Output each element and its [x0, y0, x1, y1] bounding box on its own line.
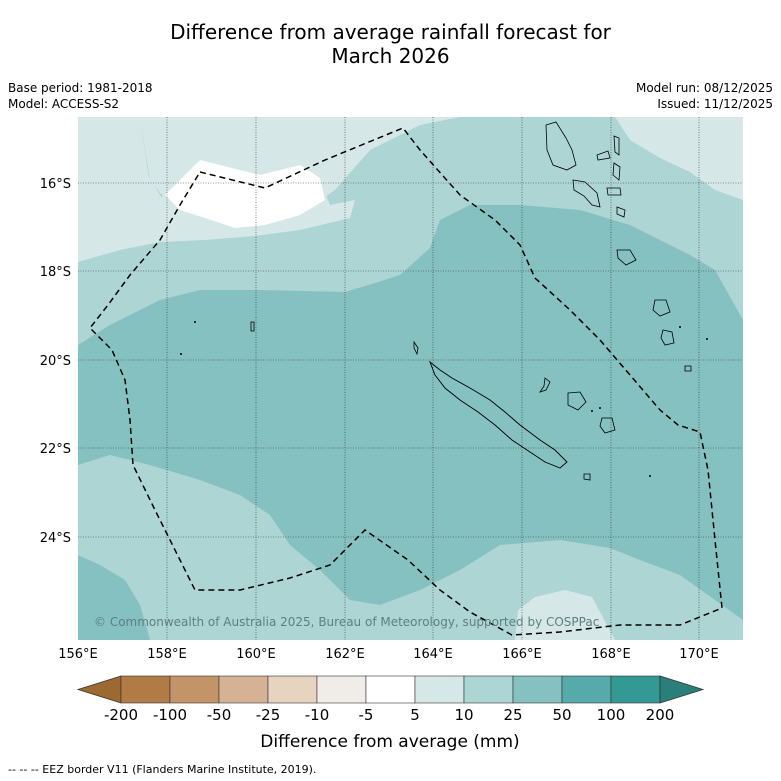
zone-5-10-west [78, 117, 240, 262]
colorbar-segment [561, 675, 612, 704]
vanuatu-espiritu-santo [545, 121, 577, 171]
colorbar-title: Difference from average (mm) [260, 732, 519, 752]
colorbar-segment [610, 675, 661, 704]
lon-label: 156°E [58, 647, 98, 662]
colorbar-segment [120, 675, 171, 704]
meta-left: Base period: 1981-2018 Model: ACCESS-S2 [8, 80, 153, 112]
loyalty-lifou [567, 391, 587, 411]
zone-25-50-southwest [78, 555, 150, 640]
colorbar-segment [316, 675, 367, 704]
vanuatu-erromango [652, 299, 671, 317]
copyright-notice: © Commonwealth of Australia 2025, Bureau… [94, 615, 599, 629]
colorbar-segment [463, 675, 514, 704]
colorbar-tick-label: -200 [104, 706, 138, 724]
colorbar-segment [267, 675, 318, 704]
vanuatu-maewo [613, 135, 620, 156]
zone-neutral-north [165, 160, 325, 228]
colorbar-tick-label: 25 [503, 706, 522, 724]
colorbar-tick-label: 50 [552, 706, 571, 724]
graticule [78, 117, 743, 640]
islet-e [649, 475, 651, 477]
vanuatu-tanna [660, 329, 675, 346]
colorbar-tick-label: 5 [410, 706, 420, 724]
issued-date: Issued: 11/12/2025 [657, 97, 773, 111]
lat-labels: 16°S 18°S 20°S 22°S 24°S [40, 177, 71, 546]
colorbar-ticks: -200 -100 -50 -25 -10 -5 5 10 25 50 100 200 [104, 706, 674, 724]
loyalty-ouvea [539, 377, 551, 393]
chesterfield-islet [250, 321, 255, 332]
model-name: Model: ACCESS-S2 [8, 97, 120, 111]
isle-of-pines [583, 473, 591, 481]
eez-footnote: -- -- -- EEZ border V11 (Flanders Marine… [8, 763, 317, 776]
colorbar-extend-low [76, 675, 122, 704]
colorbar-tick-label: -10 [305, 706, 330, 724]
vanuatu-efate [616, 249, 637, 266]
colorbar-segment [169, 675, 220, 704]
lon-label: 162°E [325, 647, 365, 662]
meta-right: Model run: 08/12/2025 Issued: 11/12/2025 [636, 80, 773, 112]
belep-islands [413, 340, 419, 356]
zone-5-10-south [515, 590, 615, 640]
vanuatu-malekula [572, 179, 601, 208]
colorbar-segment [218, 675, 269, 704]
colorbar-tick-label: -50 [207, 706, 232, 724]
lat-label: 22°S [40, 442, 71, 457]
islet-a [194, 321, 196, 323]
colorbar-tick-label: 10 [454, 706, 473, 724]
islet-f [591, 410, 593, 412]
lon-label: 164°E [413, 647, 453, 662]
vanuatu-ambae [596, 150, 611, 161]
islet-c [679, 326, 681, 328]
rainfall-field [78, 117, 743, 640]
lat-label: 16°S [40, 177, 71, 192]
vanuatu-epi [616, 206, 626, 218]
colorbar-tick-label: 200 [646, 706, 675, 724]
colorbar-segment [414, 675, 465, 704]
loyalty-mare [599, 417, 616, 434]
lon-label: 158°E [147, 647, 187, 662]
vanuatu-ambrym [606, 187, 622, 196]
lon-label: 170°E [679, 647, 719, 662]
islet-d [706, 338, 708, 340]
islet-b [180, 353, 182, 355]
lon-label: 166°E [502, 647, 542, 662]
lon-label: 168°E [591, 647, 631, 662]
colorbar [76, 675, 705, 704]
colorbar-tick-label: -5 [359, 706, 374, 724]
base-period: Base period: 1981-2018 [8, 81, 153, 95]
lat-label: 20°S [40, 354, 71, 369]
colorbar-tick-label: -100 [153, 706, 187, 724]
vanuatu-aneityum [684, 365, 692, 372]
colorbar-segment [512, 675, 563, 704]
colorbar-segment [365, 675, 416, 704]
title-line-1: Difference from average rainfall forecas… [170, 20, 611, 44]
zone-25-50 [78, 205, 743, 620]
new-caledonia-island [428, 360, 568, 469]
eez-border [89, 127, 723, 636]
zone-5-10-northeast [615, 117, 743, 200]
colorbar-tick-label: 100 [597, 706, 626, 724]
lon-label: 160°E [236, 647, 276, 662]
model-run: Model run: 08/12/2025 [635, 81, 773, 95]
map-title: Difference from average rainfall forecas… [0, 20, 781, 68]
lat-label: 18°S [40, 265, 71, 280]
vanuatu-pentecost [612, 162, 621, 181]
lon-labels: 156°E 158°E 160°E 162°E 164°E 166°E 168°… [58, 647, 719, 662]
colorbar-tick-label: -25 [256, 706, 281, 724]
colorbar-extend-high [659, 675, 705, 704]
title-line-2: March 2026 [331, 44, 450, 68]
islet-g [599, 407, 601, 409]
lat-label: 24°S [40, 531, 71, 546]
